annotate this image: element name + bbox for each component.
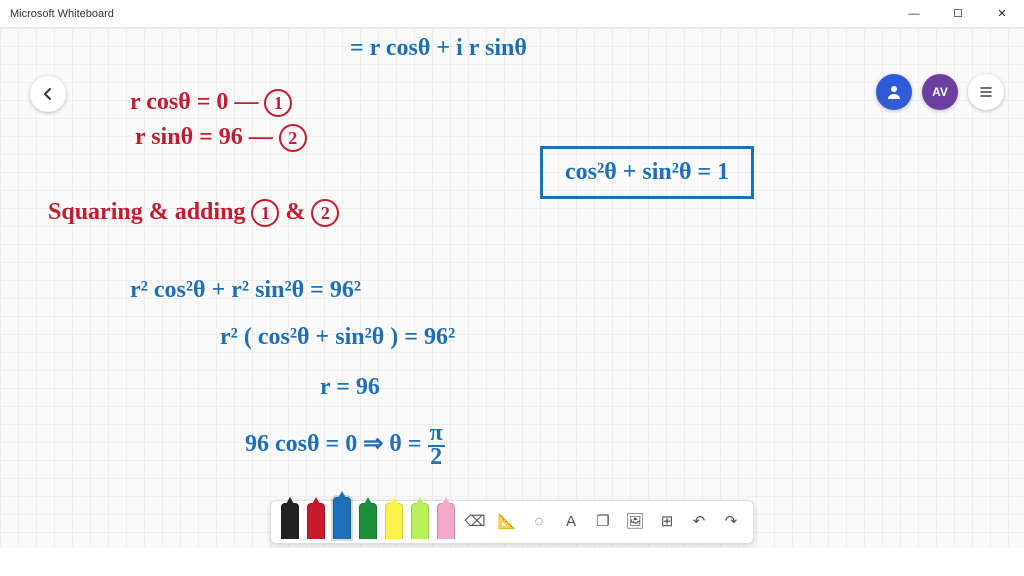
whiteboard-canvas[interactable]: AV = r cosθ + i r sinθ r cosθ = 0 — 1 r … xyxy=(0,28,1024,548)
redo-button[interactable]: ↷ xyxy=(719,509,743,533)
eq2-text: r sinθ = 96 — xyxy=(135,124,279,150)
amp-text: & xyxy=(285,199,311,225)
highlighter-green[interactable] xyxy=(411,503,429,539)
identity-box: cos²θ + sin²θ = 1 xyxy=(540,146,754,199)
note-tool[interactable]: ❐ xyxy=(591,509,615,533)
handwriting-line-4: r² cos²θ + r² sin²θ = 96² xyxy=(130,276,361,305)
squaring-text: Squaring & adding xyxy=(48,199,251,225)
pen-black[interactable] xyxy=(281,503,299,539)
eqn-label-1: 1 xyxy=(264,89,292,117)
app-title: Microsoft Whiteboard xyxy=(10,8,114,20)
ref-label-1: 1 xyxy=(251,199,279,227)
eraser-tool[interactable]: ⌫ xyxy=(463,509,487,533)
add-tool[interactable]: ⊞ xyxy=(655,509,679,533)
pen-red[interactable] xyxy=(307,503,325,539)
eq1-text: r cosθ = 0 — xyxy=(130,89,264,115)
image-tool[interactable]: 🖼 xyxy=(623,509,647,533)
handwriting-line-6: r = 96 xyxy=(320,373,380,402)
undo-button[interactable]: ↶ xyxy=(687,509,711,533)
handwriting-line-3: Squaring & adding 1 & 2 xyxy=(48,198,339,227)
invite-button[interactable] xyxy=(876,74,912,110)
pen-blue[interactable] xyxy=(333,497,351,539)
person-icon xyxy=(886,84,902,100)
line7-lhs: 96 cosθ = 0 ⇒ θ = xyxy=(245,431,428,457)
handwriting-line-5: r² ( cos²θ + sin²θ ) = 96² xyxy=(220,323,455,352)
avatar[interactable]: AV xyxy=(922,74,958,110)
back-button[interactable] xyxy=(30,76,66,112)
theta-fraction: π 2 xyxy=(428,423,445,468)
handwriting-line-0: = r cosθ + i r sinθ xyxy=(350,34,527,63)
top-right-controls: AV xyxy=(876,74,1004,110)
title-bar: Microsoft Whiteboard — ☐ ✕ xyxy=(0,0,1024,28)
ref-label-2: 2 xyxy=(311,199,339,227)
pen-green[interactable] xyxy=(359,503,377,539)
frac-den: 2 xyxy=(430,447,442,469)
text-tool[interactable]: A xyxy=(559,509,583,533)
window-controls: — ☐ ✕ xyxy=(892,0,1024,27)
hamburger-icon xyxy=(978,84,994,100)
handwriting-line-1: r cosθ = 0 — 1 xyxy=(130,88,292,117)
minimize-button[interactable]: — xyxy=(892,0,936,27)
arrow-left-icon xyxy=(40,86,56,102)
close-button[interactable]: ✕ xyxy=(980,0,1024,27)
maximize-button[interactable]: ☐ xyxy=(936,0,980,27)
lasso-tool[interactable]: ◌ xyxy=(527,509,551,533)
handwriting-line-7: 96 cosθ = 0 ⇒ θ = π 2 xyxy=(245,423,445,468)
eqn-label-2: 2 xyxy=(279,124,307,152)
pen-toolbar: ⌫ 📐 ◌ A ❐ 🖼 ⊞ ↶ ↷ xyxy=(270,500,754,544)
highlighter-yellow[interactable] xyxy=(385,503,403,539)
settings-menu-button[interactable] xyxy=(968,74,1004,110)
highlighter-pink[interactable] xyxy=(437,503,455,539)
handwriting-line-2: r sinθ = 96 — 2 xyxy=(135,123,307,152)
ruler-tool[interactable]: 📐 xyxy=(495,509,519,533)
